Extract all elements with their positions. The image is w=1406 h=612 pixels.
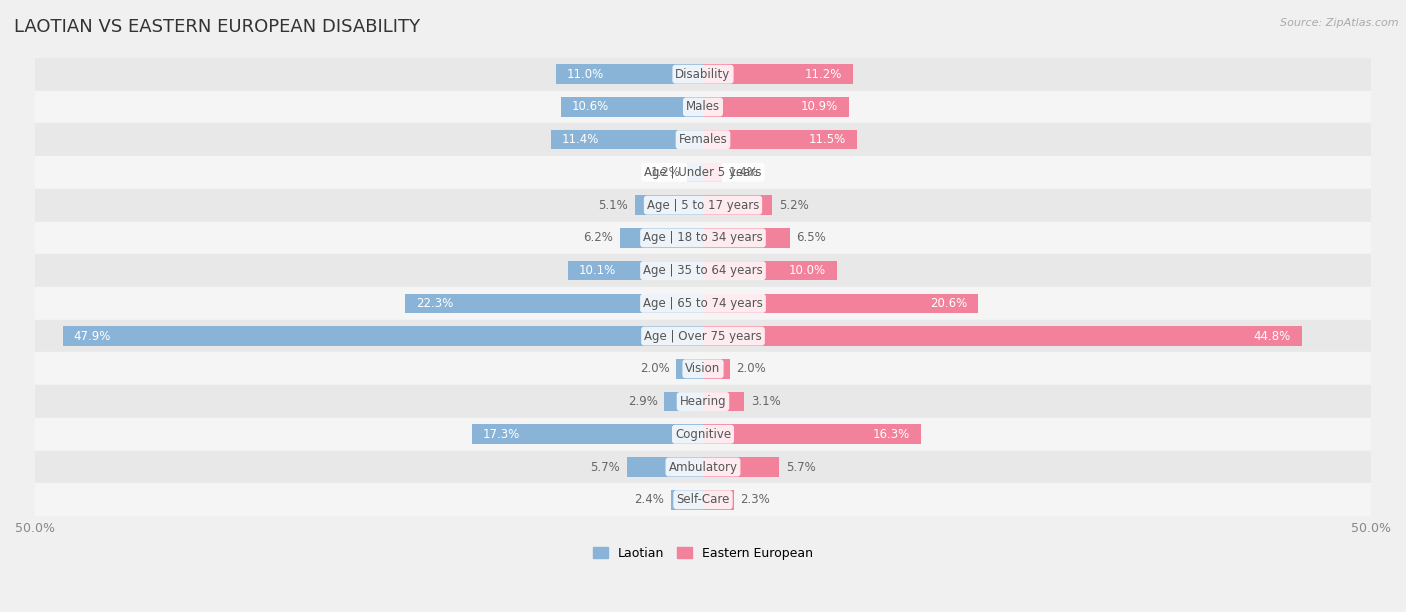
Bar (568, 261, 703, 280)
Bar (703, 490, 734, 510)
Bar (35, 188, 1371, 222)
Bar (703, 359, 730, 379)
Bar (676, 359, 703, 379)
Bar (703, 457, 779, 477)
Text: Disability: Disability (675, 68, 731, 81)
Text: 5.7%: 5.7% (786, 460, 815, 474)
Text: Age | Under 5 years: Age | Under 5 years (644, 166, 762, 179)
Text: Age | 5 to 17 years: Age | 5 to 17 years (647, 199, 759, 212)
Text: 2.0%: 2.0% (640, 362, 669, 375)
Bar (35, 254, 1371, 287)
Text: Cognitive: Cognitive (675, 428, 731, 441)
Bar (63, 326, 703, 346)
Text: 5.2%: 5.2% (779, 199, 808, 212)
Bar (703, 261, 837, 280)
Bar (35, 450, 1371, 483)
Bar (703, 163, 721, 182)
Text: Males: Males (686, 100, 720, 113)
Text: 5.1%: 5.1% (599, 199, 628, 212)
Text: 5.7%: 5.7% (591, 460, 620, 474)
Text: 6.2%: 6.2% (583, 231, 613, 244)
Bar (703, 64, 852, 84)
Bar (35, 418, 1371, 450)
Bar (35, 287, 1371, 319)
Text: 1.4%: 1.4% (728, 166, 758, 179)
Bar (35, 58, 1371, 91)
Bar (551, 130, 703, 149)
Text: 20.6%: 20.6% (931, 297, 967, 310)
Bar (35, 483, 1371, 516)
Text: Females: Females (679, 133, 727, 146)
Bar (703, 326, 1302, 346)
Bar (472, 425, 703, 444)
Legend: Laotian, Eastern European: Laotian, Eastern European (588, 542, 818, 565)
Text: 16.3%: 16.3% (873, 428, 910, 441)
Bar (35, 123, 1371, 156)
Text: 10.9%: 10.9% (800, 100, 838, 113)
Bar (555, 64, 703, 84)
Bar (703, 195, 772, 215)
Text: 17.3%: 17.3% (482, 428, 520, 441)
Text: 11.4%: 11.4% (561, 133, 599, 146)
Bar (35, 353, 1371, 385)
Bar (35, 222, 1371, 254)
Bar (636, 195, 703, 215)
Bar (35, 91, 1371, 123)
Text: 22.3%: 22.3% (416, 297, 453, 310)
Text: 6.5%: 6.5% (797, 231, 827, 244)
Bar (620, 228, 703, 248)
Text: 10.0%: 10.0% (789, 264, 825, 277)
Text: 10.1%: 10.1% (579, 264, 616, 277)
Text: 11.0%: 11.0% (567, 68, 605, 81)
Text: 47.9%: 47.9% (73, 330, 111, 343)
Text: 2.9%: 2.9% (627, 395, 658, 408)
Text: Vision: Vision (685, 362, 721, 375)
Text: 2.4%: 2.4% (634, 493, 664, 506)
Text: 2.0%: 2.0% (737, 362, 766, 375)
Bar (703, 130, 856, 149)
Bar (703, 392, 744, 411)
Bar (35, 319, 1371, 353)
Bar (703, 228, 790, 248)
Text: Age | 18 to 34 years: Age | 18 to 34 years (643, 231, 763, 244)
Text: Age | Over 75 years: Age | Over 75 years (644, 330, 762, 343)
Bar (664, 392, 703, 411)
Text: 11.2%: 11.2% (804, 68, 842, 81)
Text: 44.8%: 44.8% (1254, 330, 1291, 343)
Bar (561, 97, 703, 117)
Bar (405, 294, 703, 313)
Bar (35, 385, 1371, 418)
Bar (703, 97, 849, 117)
Bar (35, 156, 1371, 188)
Bar (703, 425, 921, 444)
Bar (688, 163, 703, 182)
Text: 1.2%: 1.2% (651, 166, 681, 179)
Bar (671, 490, 703, 510)
Text: Age | 65 to 74 years: Age | 65 to 74 years (643, 297, 763, 310)
Text: Hearing: Hearing (679, 395, 727, 408)
Text: Source: ZipAtlas.com: Source: ZipAtlas.com (1281, 18, 1399, 28)
Text: 10.6%: 10.6% (572, 100, 609, 113)
Text: 2.3%: 2.3% (741, 493, 770, 506)
Bar (627, 457, 703, 477)
Text: 3.1%: 3.1% (751, 395, 780, 408)
Text: Self-Care: Self-Care (676, 493, 730, 506)
Text: Ambulatory: Ambulatory (668, 460, 738, 474)
Bar (703, 294, 979, 313)
Text: LAOTIAN VS EASTERN EUROPEAN DISABILITY: LAOTIAN VS EASTERN EUROPEAN DISABILITY (14, 18, 420, 36)
Text: Age | 35 to 64 years: Age | 35 to 64 years (643, 264, 763, 277)
Text: 11.5%: 11.5% (808, 133, 846, 146)
